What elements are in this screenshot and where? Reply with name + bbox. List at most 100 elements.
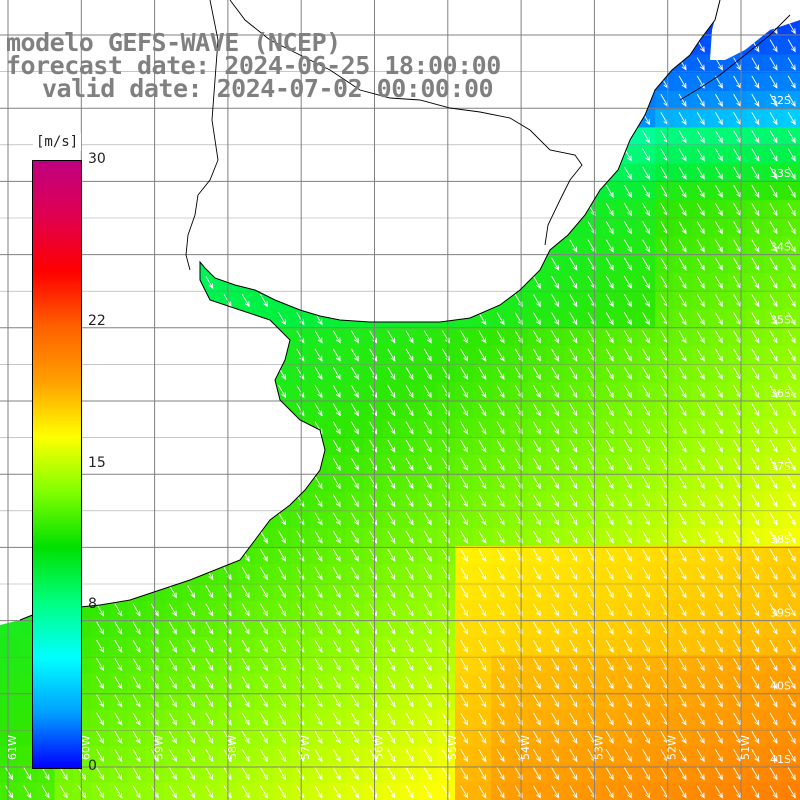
wind-arrow (678, 694, 687, 708)
wind-cell (0, 673, 19, 693)
wind-cell (782, 109, 800, 128)
wind-arrow (114, 694, 123, 708)
wind-arrow (769, 257, 778, 271)
wind-arrow (551, 603, 560, 617)
wind-arrow (423, 421, 432, 435)
wind-arrow (696, 457, 705, 472)
wind-arrow (496, 658, 505, 672)
wind-arrow (478, 457, 487, 472)
wind-arrow (787, 785, 796, 799)
wind-arrow (751, 512, 760, 526)
wind-arrow (114, 676, 123, 690)
wind-arrow (332, 366, 341, 381)
wind-arrow (332, 639, 341, 654)
wind-arrow (423, 676, 432, 690)
wind-arrow (405, 348, 414, 362)
wind-arrow (624, 421, 632, 435)
wind-arrow (496, 694, 505, 708)
wind-arrow (460, 694, 469, 708)
wind-arrow (187, 676, 196, 690)
lon-label: 54W (519, 735, 532, 760)
wind-arrow (314, 548, 323, 563)
wind-arrow (205, 275, 214, 290)
wind-arrow (114, 712, 123, 726)
wind-arrow (478, 512, 487, 526)
wind-arrow (678, 712, 687, 726)
wind-arrow (478, 767, 487, 781)
lon-label: 61W (6, 735, 19, 760)
wind-arrow (78, 767, 86, 781)
wind-arrow (278, 676, 287, 690)
wind-arrow (387, 494, 396, 508)
wind-arrow (696, 166, 705, 180)
wind-arrow (569, 385, 578, 399)
wind-arrow (624, 385, 632, 399)
wind-arrow (551, 567, 560, 581)
wind-arrow (332, 348, 341, 362)
wind-arrow (496, 494, 505, 508)
wind-arrow (569, 330, 578, 344)
wind-arrow (642, 585, 651, 599)
wind-arrow (169, 749, 177, 763)
wind-arrow (696, 403, 705, 417)
wind-cell (782, 364, 800, 383)
wind-arrow (624, 585, 632, 599)
wind-arrow (278, 366, 287, 381)
wind-arrow (405, 330, 414, 344)
wind-arrow (696, 530, 705, 544)
wind-arrow (569, 403, 578, 417)
wind-arrow (769, 348, 778, 362)
wind-arrow (423, 512, 432, 526)
wind-arrow (369, 494, 378, 508)
wind-arrow (187, 585, 196, 599)
wind-arrow (423, 348, 432, 362)
wind-arrow (260, 621, 268, 635)
lat-label: 39S (770, 606, 791, 619)
wind-arrow (278, 639, 287, 654)
wind-arrow (678, 93, 687, 108)
wind-arrow (751, 639, 760, 654)
wind-arrow (678, 275, 687, 290)
wind-arrow (278, 530, 287, 544)
wind-arrow (569, 512, 578, 526)
wind-arrow (569, 585, 578, 599)
wind-arrow (769, 112, 778, 126)
wind-arrow (787, 39, 796, 53)
wind-arrow (715, 512, 723, 526)
wind-arrow (478, 421, 487, 435)
wind-arrow (678, 166, 687, 180)
wind-arrow (387, 457, 396, 472)
wind-arrow (314, 658, 323, 672)
wind-arrow (551, 494, 560, 508)
wind-arrow (423, 548, 432, 563)
wind-arrow (351, 785, 359, 799)
wind-arrow (533, 694, 541, 708)
wind-arrow (787, 348, 796, 362)
wind-arrow (678, 457, 687, 472)
wind-arrow (533, 585, 541, 599)
wind-arrow (696, 767, 705, 781)
wind-arrow (715, 385, 723, 399)
wind-arrow (605, 712, 614, 726)
wind-arrow (569, 603, 578, 617)
wind-arrow (387, 767, 396, 781)
wind-arrow (369, 330, 378, 344)
lat-label: 38S (770, 533, 791, 546)
wind-arrow (769, 275, 778, 290)
wind-arrow (696, 112, 705, 126)
wind-arrow (332, 403, 341, 417)
wind-arrow (551, 257, 560, 271)
wind-arrow (423, 712, 432, 726)
wind-arrow (569, 767, 578, 781)
coastline-path (679, 14, 791, 101)
wind-arrow (787, 548, 796, 563)
wind-arrow (715, 567, 723, 581)
wind-arrow (478, 676, 487, 690)
wind-arrow (387, 694, 396, 708)
wind-arrow (751, 658, 760, 672)
wind-arrow (696, 294, 705, 308)
wind-arrow (533, 785, 541, 799)
wind-arrow (769, 184, 778, 199)
wind-arrow (241, 694, 250, 708)
